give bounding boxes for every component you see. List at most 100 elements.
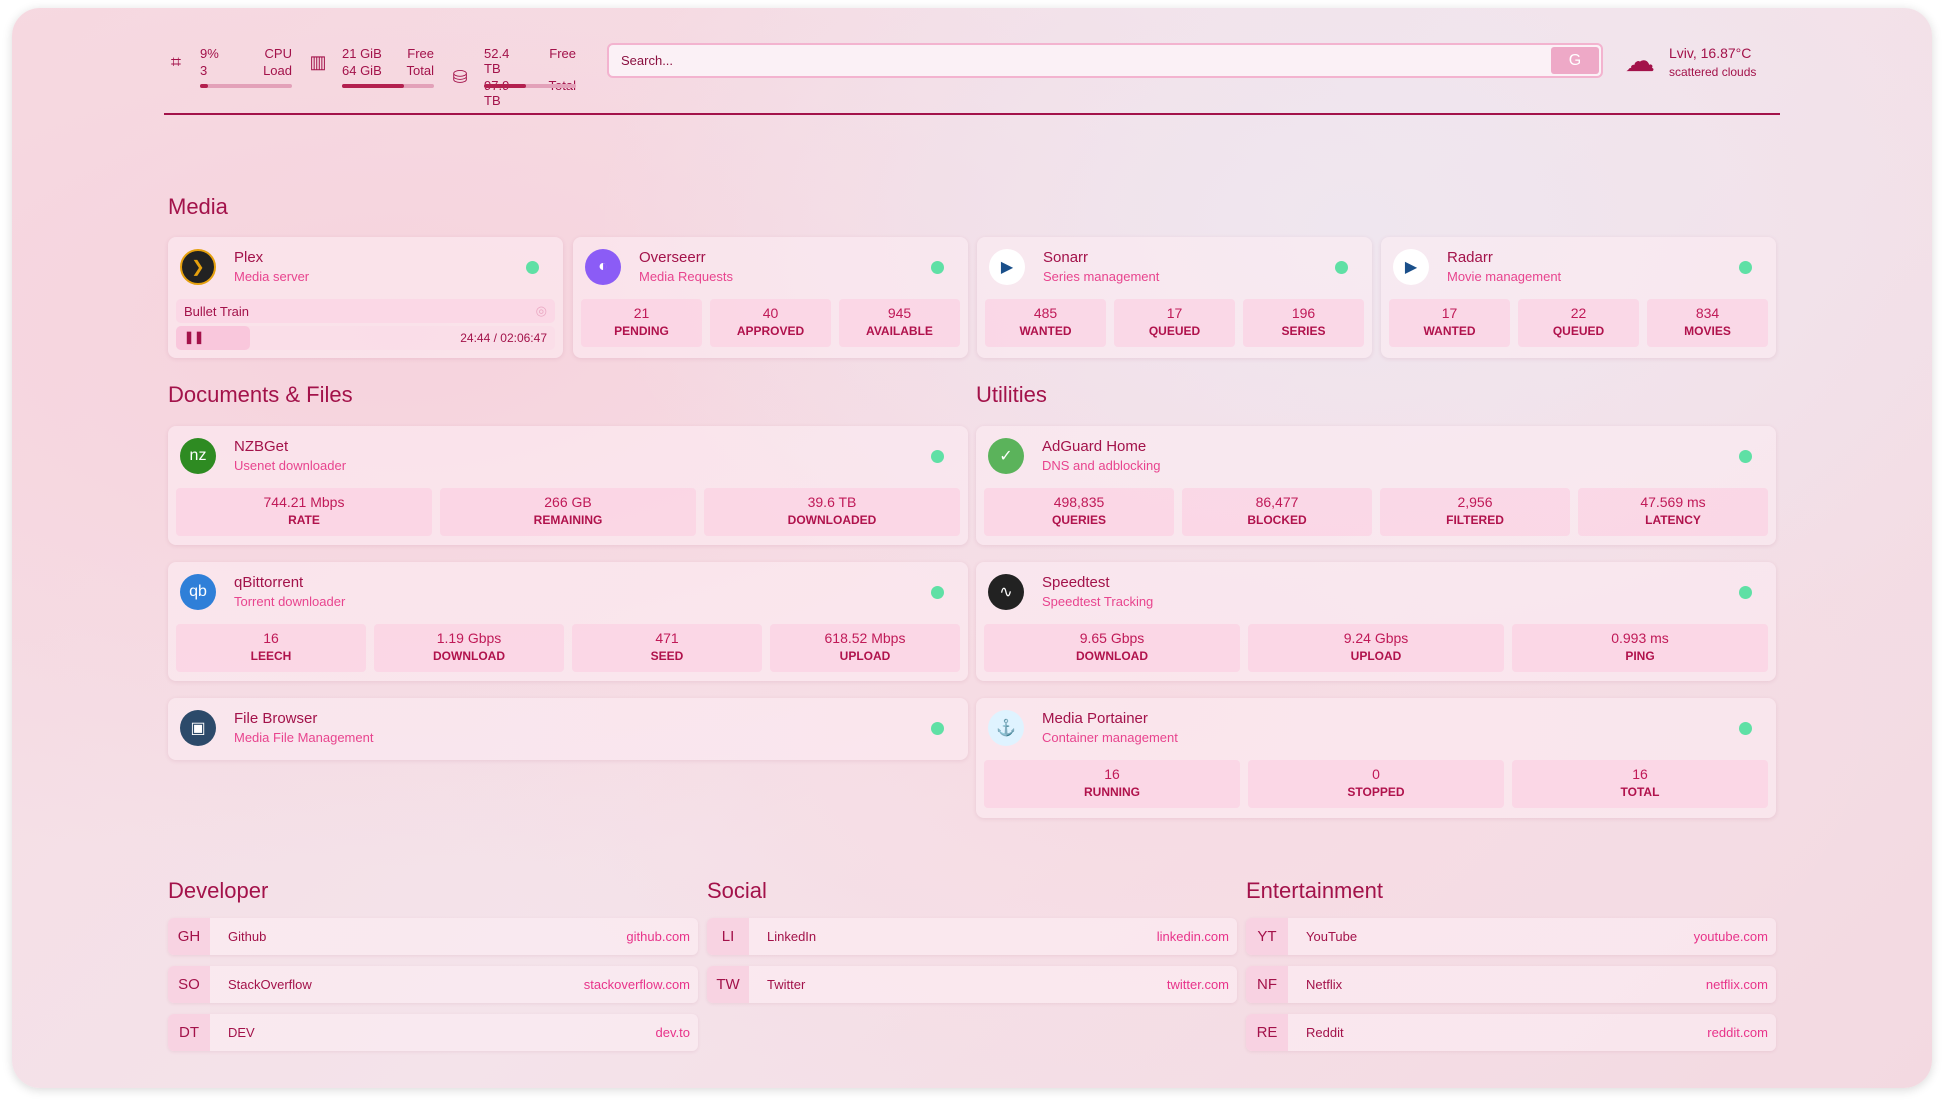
- adguard-icon: ✓: [988, 438, 1024, 474]
- status-indicator: [1739, 586, 1752, 599]
- service-title: Media Portainer: [1042, 710, 1148, 727]
- bookmark-name: Netflix: [1306, 977, 1343, 992]
- cpu-usage: 9%: [200, 46, 219, 61]
- service-title: Sonarr: [1043, 249, 1089, 266]
- stat-block: 21 PENDING: [581, 299, 702, 347]
- stat-value: 16: [263, 630, 279, 646]
- status-indicator: [931, 586, 944, 599]
- service-card-file-browser[interactable]: ▣ File Browser Media File Management: [168, 698, 968, 760]
- service-card-nzbget[interactable]: nz NZBGet Usenet downloader 744.21 Mbps R…: [168, 426, 968, 545]
- stream-icon: ◎: [535, 303, 547, 318]
- portainer-icon: ⚓: [988, 710, 1024, 746]
- qbittorrent-icon: qb: [180, 574, 216, 610]
- stats-row: 16 LEECH 1.19 Gbps DOWNLOAD 471 SEED 618.52 Mb…: [176, 624, 960, 672]
- search-engine-button[interactable]: G: [1551, 47, 1599, 74]
- cpu-widget: ⌗ 9% CPU 3 Load: [164, 46, 292, 88]
- service-subtitle: Series management: [1043, 269, 1160, 284]
- now-playing: Bullet Train ◎: [176, 299, 555, 323]
- stat-value: 16: [1632, 766, 1648, 782]
- pause-icon[interactable]: ❚❚: [184, 330, 205, 344]
- stat-block: 16 TOTAL: [1512, 760, 1768, 808]
- memory-total: 64 GiB: [342, 63, 382, 78]
- stat-block: 17 QUEUED: [1114, 299, 1235, 347]
- stat-value: 1.19 Gbps: [436, 630, 502, 646]
- stat-value: 945: [887, 305, 912, 321]
- stat-value: 498,835: [1053, 494, 1105, 510]
- stat-value: 17: [1441, 305, 1458, 321]
- filebrowser-icon: ▣: [180, 710, 216, 746]
- stat-label: QUERIES: [1051, 513, 1106, 527]
- bookmark-dev[interactable]: DT DEV dev.to: [168, 1014, 698, 1051]
- bookmark-abbr: SO: [168, 966, 210, 1003]
- stats-row: 17 WANTED 22 QUEUED 834 MOVIES: [1389, 299, 1768, 347]
- free-label: Free: [549, 46, 576, 61]
- service-card-qbittorrent[interactable]: qb qBittorrent Torrent downloader 16 LEEC…: [168, 562, 968, 681]
- bookmark-name: StackOverflow: [228, 977, 312, 992]
- stat-block: 266 GB REMAINING: [440, 488, 696, 536]
- cloud-icon: ☁: [1625, 45, 1655, 78]
- cpu-bar: [200, 84, 292, 88]
- free-label: Free: [407, 46, 434, 61]
- bookmark-abbr: GH: [168, 918, 210, 955]
- stat-block: 9.65 Gbps DOWNLOAD: [984, 624, 1240, 672]
- bookmark-name: Twitter: [767, 977, 806, 992]
- service-card-sonarr[interactable]: ▶ Sonarr Series management 485 WANTED 17 QU…: [977, 237, 1372, 358]
- stat-block: 22 QUEUED: [1518, 299, 1639, 347]
- stat-label: RATE: [288, 513, 320, 527]
- status-indicator: [1335, 261, 1348, 274]
- stat-block: 485 WANTED: [985, 299, 1106, 347]
- stat-block: 618.52 Mbps UPLOAD: [770, 624, 960, 672]
- stat-label: DOWNLOADED: [787, 513, 877, 527]
- bookmark-stackoverflow[interactable]: SO StackOverflow stackoverflow.com: [168, 966, 698, 1003]
- weather-location: Lviv, 16.87°C: [1669, 44, 1752, 61]
- status-indicator: [1739, 722, 1752, 735]
- stat-value: 86,477: [1255, 494, 1299, 510]
- service-title: File Browser: [234, 710, 318, 727]
- service-card-overseerr[interactable]: ◐ Overseerr Media Requests 21 PENDING 40 AP…: [573, 237, 968, 358]
- stat-label: LATENCY: [1645, 513, 1701, 527]
- bookmark-url: linkedin.com: [1156, 929, 1229, 944]
- stat-block: 47.569 ms LATENCY: [1578, 488, 1768, 536]
- stat-value: 9.65 Gbps: [1079, 630, 1145, 646]
- memory-bar: [342, 84, 434, 88]
- service-card-plex[interactable]: ❯ Plex Media server Bullet Train ◎ ❚❚ 24:…: [168, 237, 563, 358]
- service-title: Radarr: [1447, 249, 1493, 266]
- stat-value: 471: [655, 630, 679, 646]
- service-title: Overseerr: [639, 249, 706, 266]
- status-indicator: [931, 450, 944, 463]
- nzbget-icon: nz: [180, 438, 216, 474]
- bookmark-abbr: YT: [1246, 918, 1288, 955]
- bookmark-name: LinkedIn: [767, 929, 817, 944]
- bookmark-netflix[interactable]: NF Netflix netflix.com: [1246, 966, 1776, 1003]
- stat-label: STOPPED: [1347, 785, 1405, 799]
- stat-label: DOWNLOAD: [433, 649, 505, 663]
- service-card-radarr[interactable]: ▶ Radarr Movie management 17 WANTED 22 QUEU…: [1381, 237, 1776, 358]
- bookmark-reddit[interactable]: RE Reddit reddit.com: [1246, 1014, 1776, 1051]
- stats-row: 498,835 QUERIES 86,477 BLOCKED 2,956 FILTERED…: [984, 488, 1768, 536]
- weather-description: scattered clouds: [1669, 64, 1757, 79]
- disk-bar: [484, 84, 576, 88]
- bookmark-linkedin[interactable]: LI LinkedIn linkedin.com: [707, 918, 1237, 955]
- service-card-media-portainer[interactable]: ⚓ Media Portainer Container management 1…: [976, 698, 1776, 818]
- service-subtitle: DNS and adblocking: [1042, 458, 1161, 473]
- search-input[interactable]: Search... G: [607, 43, 1603, 78]
- stat-value: 744.21 Mbps: [263, 494, 345, 510]
- stat-value: 266 GB: [544, 494, 592, 510]
- stats-row: 744.21 Mbps RATE 266 GB REMAINING 39.6 TB DOW…: [176, 488, 960, 536]
- disk-total: 97.9 TB: [484, 78, 509, 108]
- service-card-adguard-home[interactable]: ✓ AdGuard Home DNS and adblocking 498,83…: [976, 426, 1776, 545]
- dashboard: ⌗ 9% CPU 3 Load ▥ 21 GiB Free 64 GiB Total ⛁ 5…: [12, 8, 1932, 1088]
- section-social: Social: [707, 878, 767, 903]
- service-card-speedtest[interactable]: ∿ Speedtest Speedtest Tracking 9.65 Gbps…: [976, 562, 1776, 681]
- stat-label: PENDING: [614, 324, 669, 338]
- stat-value: 21: [633, 305, 650, 321]
- section-entertainment: Entertainment: [1246, 878, 1383, 903]
- speedtest-icon: ∿: [988, 574, 1024, 610]
- stat-label: REMAINING: [533, 513, 603, 527]
- service-subtitle: Media server: [234, 269, 310, 284]
- bookmark-youtube[interactable]: YT YouTube youtube.com: [1246, 918, 1776, 955]
- memory-icon: ▥: [309, 51, 327, 72]
- bookmark-twitter[interactable]: TW Twitter twitter.com: [707, 966, 1237, 1003]
- bookmark-github[interactable]: GH Github github.com: [168, 918, 698, 955]
- stat-block: 16 LEECH: [176, 624, 366, 672]
